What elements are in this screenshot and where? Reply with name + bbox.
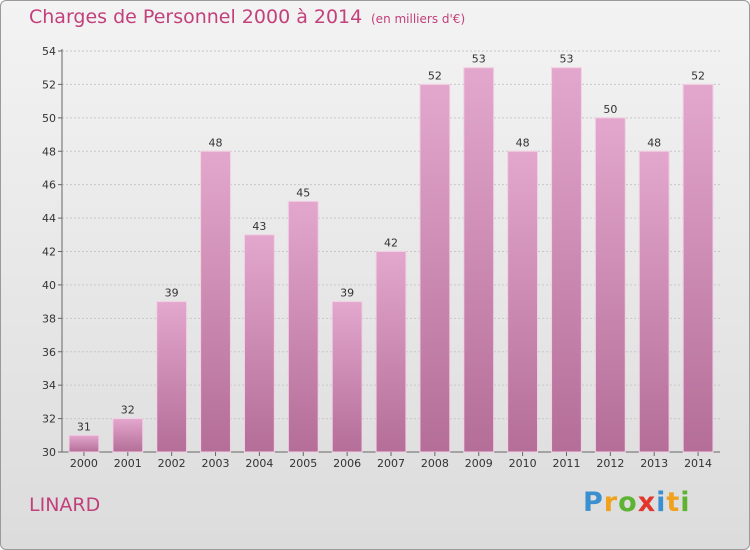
x-tick-label: 2008 <box>421 457 449 470</box>
y-tick-label: 50 <box>42 112 56 125</box>
bar <box>112 418 144 453</box>
bar-value-label: 43 <box>252 220 266 233</box>
bar <box>463 67 495 453</box>
logo-letter: i <box>656 487 667 518</box>
y-tick-label: 34 <box>42 379 56 392</box>
y-tick-label: 32 <box>42 413 56 426</box>
bar <box>419 83 451 453</box>
bar-value-label: 52 <box>428 69 442 82</box>
bar <box>375 251 407 453</box>
chart-title: Charges de Personnel 2000 à 2014 <box>29 6 363 28</box>
y-tick-label: 46 <box>42 179 56 192</box>
commune-name: LINARD <box>29 494 101 516</box>
y-tick-label: 42 <box>42 246 56 259</box>
bar-value-label: 53 <box>559 53 573 66</box>
x-tick-label: 2010 <box>509 457 537 470</box>
logo-letter: P <box>583 487 604 518</box>
y-tick-label: 40 <box>42 279 56 292</box>
chart-subtitle: (en milliers d'€) <box>371 12 466 26</box>
x-tick-label: 2014 <box>684 457 712 470</box>
x-tick-label: 2000 <box>70 457 98 470</box>
bar-value-label: 48 <box>209 136 223 149</box>
bar-value-label: 31 <box>77 420 91 433</box>
logo-letter: r <box>603 487 619 518</box>
logo-letter: i <box>680 487 691 518</box>
plot-area: 30 32 34 36 38 40 42 44 46 48 50 52 54 31 2000 32 2001 39… <box>42 45 720 470</box>
x-tick-label: 2006 <box>333 457 361 470</box>
y-tick-label: 36 <box>42 346 56 359</box>
y-tick-label: 52 <box>42 78 56 91</box>
bar-value-label: 39 <box>340 287 354 300</box>
x-tick-label: 2005 <box>289 457 317 470</box>
bar-value-label: 48 <box>516 136 530 149</box>
y-tick-label: 44 <box>42 212 56 225</box>
bar <box>243 234 275 453</box>
x-tick-label: 2002 <box>158 457 186 470</box>
x-tick-label: 2004 <box>245 457 273 470</box>
x-tick-label: 2003 <box>202 457 230 470</box>
bar-value-label: 45 <box>296 186 310 199</box>
bar-value-label: 39 <box>165 287 179 300</box>
bar <box>551 67 582 453</box>
y-tick-label: 48 <box>42 145 56 158</box>
logo-letter: t <box>666 487 681 518</box>
logo-letter: o <box>618 487 638 518</box>
bar <box>68 434 100 453</box>
x-tick-label: 2007 <box>377 457 405 470</box>
x-tick-label: 2009 <box>465 457 493 470</box>
bar <box>200 150 231 453</box>
bar-value-label: 52 <box>691 69 705 82</box>
bar-value-label: 32 <box>121 404 135 417</box>
logo-letter: x <box>637 487 657 518</box>
bar-value-label: 42 <box>384 237 398 250</box>
x-tick-label: 2011 <box>552 457 580 470</box>
bar-value-label: 50 <box>603 103 617 116</box>
y-tick-label: 54 <box>42 45 56 58</box>
bar <box>507 150 539 453</box>
bar <box>594 117 626 453</box>
bar-value-label: 48 <box>647 136 661 149</box>
bar <box>638 150 670 453</box>
x-tick-label: 2001 <box>114 457 142 470</box>
bar <box>287 200 319 453</box>
y-tick-label: 30 <box>42 446 56 459</box>
bar-value-label: 53 <box>472 53 486 66</box>
x-tick-label: 2012 <box>596 457 624 470</box>
x-tick-label: 2013 <box>640 457 668 470</box>
y-tick-label: 38 <box>42 312 56 325</box>
proxiti-logo: Proxiti <box>583 487 691 518</box>
bar <box>331 301 363 453</box>
bar <box>682 83 714 453</box>
bar <box>156 301 188 453</box>
